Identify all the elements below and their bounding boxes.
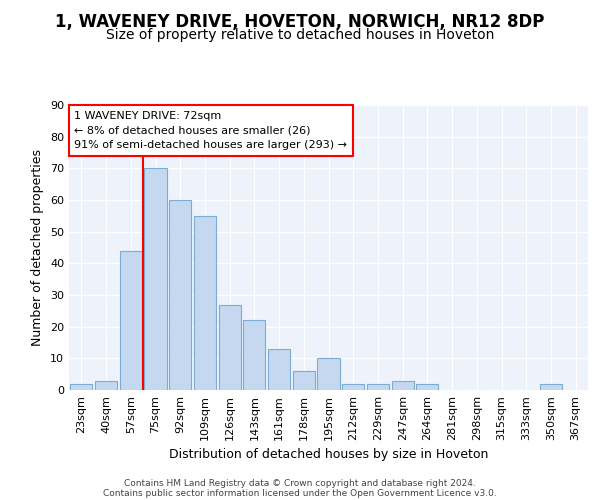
Bar <box>392 380 414 390</box>
Bar <box>416 384 439 390</box>
Bar <box>367 384 389 390</box>
Text: Contains public sector information licensed under the Open Government Licence v3: Contains public sector information licen… <box>103 488 497 498</box>
Bar <box>317 358 340 390</box>
Text: Contains HM Land Registry data © Crown copyright and database right 2024.: Contains HM Land Registry data © Crown c… <box>124 478 476 488</box>
Bar <box>194 216 216 390</box>
Bar <box>218 304 241 390</box>
Bar <box>70 384 92 390</box>
Y-axis label: Number of detached properties: Number of detached properties <box>31 149 44 346</box>
Bar <box>342 384 364 390</box>
Bar <box>540 384 562 390</box>
Bar <box>243 320 265 390</box>
Bar <box>268 349 290 390</box>
X-axis label: Distribution of detached houses by size in Hoveton: Distribution of detached houses by size … <box>169 448 488 462</box>
Text: Size of property relative to detached houses in Hoveton: Size of property relative to detached ho… <box>106 28 494 42</box>
Text: 1 WAVENEY DRIVE: 72sqm
← 8% of detached houses are smaller (26)
91% of semi-deta: 1 WAVENEY DRIVE: 72sqm ← 8% of detached … <box>74 110 347 150</box>
Text: 1, WAVENEY DRIVE, HOVETON, NORWICH, NR12 8DP: 1, WAVENEY DRIVE, HOVETON, NORWICH, NR12… <box>55 12 545 30</box>
Bar <box>145 168 167 390</box>
Bar <box>119 250 142 390</box>
Bar <box>95 380 117 390</box>
Bar <box>169 200 191 390</box>
Bar <box>293 371 315 390</box>
